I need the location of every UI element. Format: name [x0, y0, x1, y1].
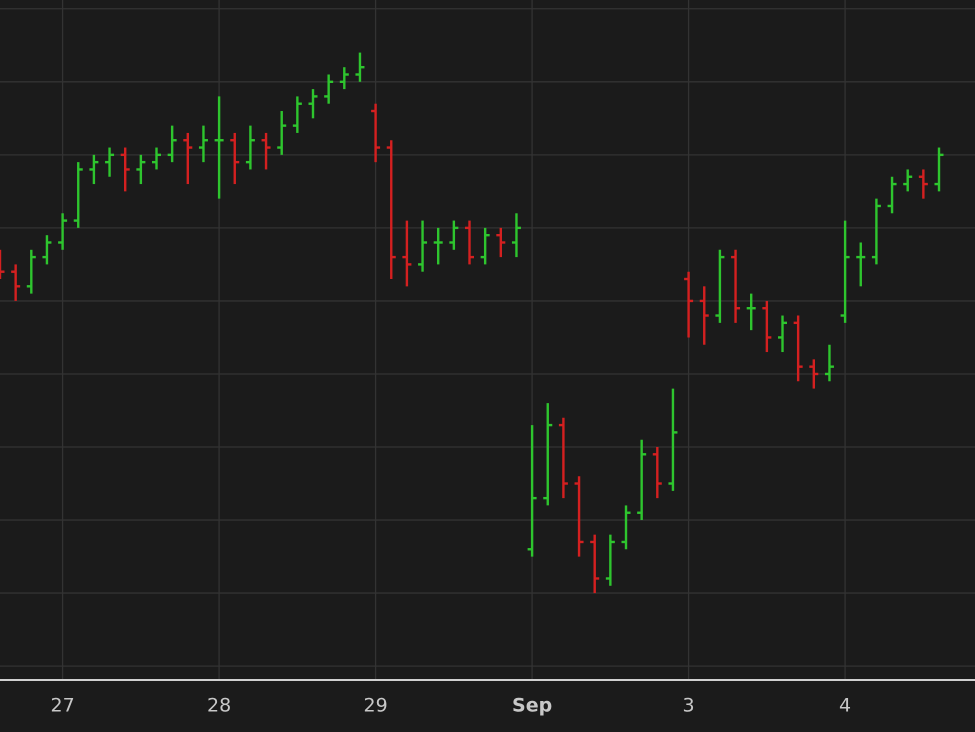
ohlc-bar [105, 147, 115, 177]
ohlc-bar [120, 147, 130, 192]
ohlc-bar [11, 264, 21, 301]
ohlc-bar [903, 169, 913, 192]
ohlc-bar [918, 169, 928, 199]
ohlc-bar [715, 249, 725, 323]
x-tick-label: 3 [683, 695, 695, 717]
x-tick-label: 29 [364, 695, 388, 717]
ohlc-bar [152, 147, 162, 170]
ohlc-bar [214, 96, 224, 199]
ohlc-bar [339, 67, 349, 90]
ohlc-bar [261, 132, 271, 170]
x-tick-label: 4 [839, 695, 851, 717]
ohlc-bar [731, 249, 741, 323]
ohlc-bar [746, 293, 756, 331]
ohlc-bar [558, 417, 568, 499]
ohlc-bar [887, 176, 897, 214]
ohlc-bar [793, 315, 803, 382]
ohlc-bar [637, 439, 647, 521]
ohlc-bar [699, 286, 709, 345]
grid [0, 0, 975, 680]
ohlc-bar [668, 388, 678, 491]
ohlc-bar [840, 220, 850, 323]
ohlc-bar [856, 242, 866, 287]
ohlc-bar [371, 103, 381, 163]
ohlc-bar [292, 96, 302, 133]
ohlc-bar [605, 534, 615, 586]
ohlc-bar [778, 315, 788, 353]
bars [0, 52, 944, 594]
ohlc-bar [58, 213, 68, 250]
ohlc-bar [433, 227, 443, 265]
ohlc-bar [0, 249, 5, 280]
ohlc-bar [73, 162, 83, 228]
ohlc-bar [684, 271, 694, 338]
ohlc-bar [245, 125, 255, 170]
ohlc-bar [167, 125, 177, 163]
ohlc-bar [574, 476, 584, 557]
x-tick-label: 28 [207, 695, 231, 717]
ohlc-bar [809, 359, 819, 389]
ohlc-bar [511, 213, 521, 258]
ohlc-bar [934, 147, 944, 192]
ohlc-bar [590, 534, 600, 594]
ohlc-bar [308, 89, 318, 119]
ohlc-bar [527, 425, 537, 557]
ohlc-bar [324, 74, 334, 104]
ohlc-bar [89, 154, 99, 185]
ohlc-bar [355, 52, 365, 82]
ohlc-bar [230, 132, 240, 185]
ohlc-bar [871, 198, 881, 265]
ohlc-bar [652, 447, 662, 499]
x-tick-labels: 27 28 29 Sep 3 4 [51, 695, 852, 717]
ohlc-bar [26, 249, 36, 294]
ohlc-bar [198, 125, 208, 163]
ohlc-bar [277, 111, 287, 155]
ohlc-bar [449, 220, 459, 250]
ohlc-bar [621, 505, 631, 550]
ohlc-bar [183, 132, 193, 185]
ohlc-bar [480, 227, 490, 265]
x-tick-label: Sep [512, 695, 552, 717]
ohlc-bar [418, 220, 428, 272]
x-tick-label: 27 [51, 695, 75, 717]
ohlc-bar [386, 140, 396, 280]
ohlc-bar [824, 344, 834, 382]
ohlc-bar [42, 235, 52, 265]
ohlc-bar [136, 154, 146, 185]
ohlc-bar [496, 227, 506, 258]
ohlc-bar [465, 220, 475, 265]
ohlc-bar [762, 300, 772, 353]
ohlc-bar [543, 403, 553, 506]
ohlc-bar [402, 220, 412, 287]
